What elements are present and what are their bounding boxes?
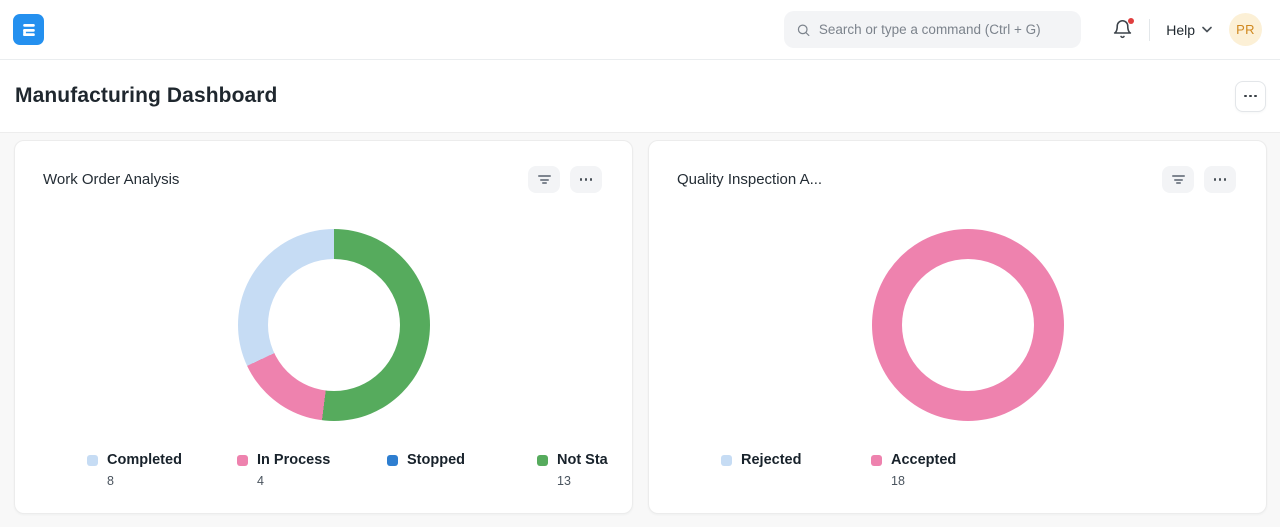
- legend-swatch: [871, 455, 882, 466]
- dashboard-grid: Work Order Analysis Completed 8: [0, 133, 1280, 514]
- ellipsis-icon: [1244, 94, 1257, 98]
- legend-swatch: [387, 455, 398, 466]
- legend-text: Rejected: [741, 451, 801, 489]
- legend-text: Not Sta 13: [557, 451, 608, 489]
- legend-value: 8: [107, 474, 114, 488]
- chart-legend: Rejected Accepted 18: [721, 451, 1266, 489]
- search-input[interactable]: [818, 22, 1070, 37]
- donut-hole: [267, 259, 400, 391]
- legend-item: Completed 8: [87, 451, 237, 489]
- legend-label: Stopped: [407, 452, 465, 468]
- legend-item: Accepted 18: [871, 451, 1021, 489]
- navbar-divider: [1149, 18, 1151, 41]
- legend-label: Completed: [107, 452, 182, 468]
- legend-item: Rejected: [721, 451, 871, 489]
- legend-value: 13: [557, 474, 571, 488]
- card-title: Work Order Analysis: [43, 171, 180, 188]
- notification-unread-dot: [1128, 18, 1135, 24]
- card-actions: [1162, 166, 1236, 193]
- legend-text: In Process 4: [257, 451, 330, 489]
- legend-swatch: [237, 455, 248, 466]
- legend-text: Completed 8: [107, 451, 182, 489]
- donut-chart[interactable]: [237, 229, 430, 421]
- legend-label: Not Sta: [557, 452, 608, 468]
- donut-chart[interactable]: [871, 229, 1064, 421]
- avatar[interactable]: PR: [1229, 13, 1262, 46]
- legend-value: [407, 473, 465, 489]
- erpnext-logo-glyph: [22, 23, 35, 36]
- chart-more-button[interactable]: [1204, 166, 1236, 193]
- donut-hole: [901, 259, 1034, 391]
- legend-value: 4: [257, 474, 264, 488]
- page-header: Manufacturing Dashboard: [0, 60, 1280, 133]
- global-search[interactable]: [784, 11, 1082, 48]
- legend-swatch: [87, 455, 98, 466]
- legend-value: 18: [891, 474, 905, 488]
- card-header: Work Order Analysis: [43, 166, 602, 193]
- legend-item: Not Sta 13: [537, 451, 632, 489]
- legend-label: In Process: [257, 452, 331, 468]
- chart-area: [15, 229, 632, 421]
- legend-text: Stopped: [407, 451, 465, 489]
- ellipsis-icon: [579, 178, 593, 181]
- filter-icon: [1171, 175, 1185, 184]
- help-menu[interactable]: Help: [1166, 22, 1212, 38]
- chevron-down-icon: [1202, 26, 1212, 33]
- chart-legend: Completed 8 In Process 4 Stopped Not Sta…: [87, 451, 632, 489]
- ellipsis-icon: [1213, 178, 1227, 181]
- chart-card-quality-inspection: Quality Inspection A... Rejected: [648, 140, 1267, 514]
- card-title: Quality Inspection A...: [677, 171, 823, 188]
- legend-label: Accepted: [891, 452, 957, 468]
- card-header: Quality Inspection A...: [677, 166, 1236, 193]
- chart-filter-button[interactable]: [1162, 166, 1194, 193]
- chart-more-button[interactable]: [570, 166, 602, 193]
- legend-text: Accepted 18: [891, 451, 956, 489]
- chart-card-work-order-analysis: Work Order Analysis Completed 8: [14, 140, 633, 514]
- chart-area: [649, 229, 1266, 421]
- page-title: Manufacturing Dashboard: [15, 84, 278, 107]
- page-more-button[interactable]: [1235, 80, 1266, 112]
- navbar: Help PR: [0, 0, 1280, 60]
- erpnext-logo-icon[interactable]: [13, 14, 44, 45]
- help-label: Help: [1166, 21, 1195, 38]
- filter-icon: [537, 175, 551, 184]
- search-icon: [798, 23, 810, 36]
- legend-label: Rejected: [741, 452, 802, 468]
- legend-item: Stopped: [387, 451, 537, 489]
- legend-value: [741, 473, 801, 489]
- card-actions: [528, 166, 602, 193]
- legend-swatch: [721, 455, 732, 466]
- bell-icon: [1114, 20, 1132, 39]
- chart-filter-button[interactable]: [528, 166, 560, 193]
- notifications-button[interactable]: [1112, 18, 1135, 40]
- legend-swatch: [537, 455, 548, 466]
- legend-item: In Process 4: [237, 451, 387, 489]
